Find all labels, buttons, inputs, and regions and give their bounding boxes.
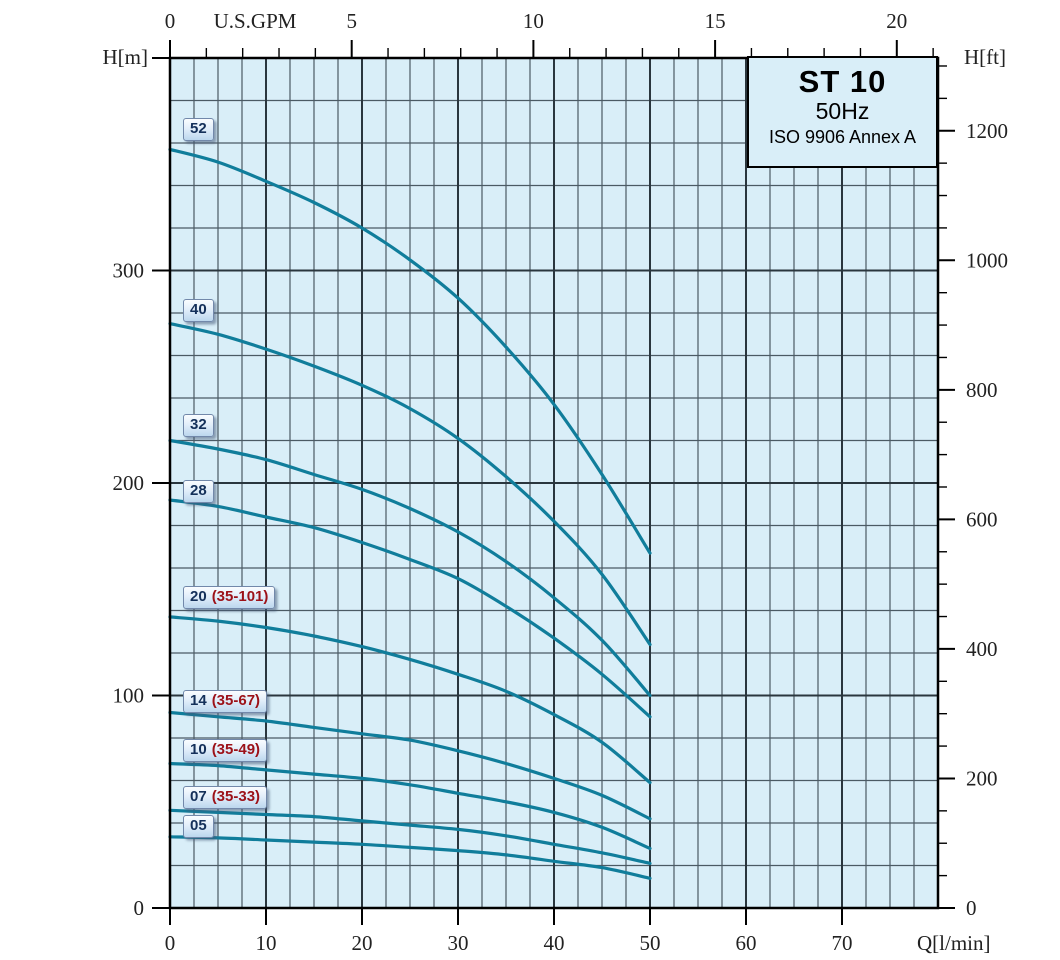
curve-label-28: 28 <box>183 479 214 503</box>
pump-curve-05 <box>168 835 652 880</box>
bottom-tick-label: 30 <box>448 931 469 955</box>
curve-label-07: 07 (35-33) <box>183 785 268 809</box>
curve-label-stages: 28 <box>190 481 207 499</box>
right-tick-label: 200 <box>966 766 998 790</box>
bottom-tick-label: 70 <box>832 931 853 955</box>
curve-label-range: (35-67) <box>211 691 261 709</box>
top-axis-title: U.S.GPM <box>214 9 297 33</box>
curve-label-stages: 05 <box>190 817 207 835</box>
curve-label-52: 52 <box>183 118 214 142</box>
curve-label-stages: 10 <box>190 740 207 758</box>
curve-label-05: 05 <box>183 815 214 839</box>
title-box: ST 10 50Hz ISO 9906 Annex A <box>747 56 938 168</box>
left-tick-label: 300 <box>113 259 145 283</box>
top-tick-label: 0 <box>165 9 176 33</box>
top-tick-label: 5 <box>346 9 357 33</box>
bottom-tick-label: 10 <box>256 931 277 955</box>
right-tick-label: 1200 <box>966 119 1008 143</box>
pump-curve-40 <box>168 322 652 647</box>
pump-curve-14 <box>168 710 652 821</box>
curve-label-20: 20 (35-101) <box>183 585 276 609</box>
bottom-tick-label: 40 <box>544 931 565 955</box>
pump-curve-52 <box>168 147 652 555</box>
left-tick-label: 100 <box>113 684 145 708</box>
right-tick-label: 800 <box>966 378 998 402</box>
pump-curve-10 <box>168 761 652 851</box>
curve-label-stages: 32 <box>190 415 207 433</box>
right-tick-label: 600 <box>966 507 998 531</box>
pump-frequency: 50Hz <box>815 98 870 124</box>
curve-label-10: 10 (35-49) <box>183 738 268 762</box>
curve-label-range: (35-101) <box>211 587 269 605</box>
right-tick-label: 1000 <box>966 248 1008 272</box>
curve-label-stages: 14 <box>190 691 207 709</box>
top-tick-label: 15 <box>705 9 726 33</box>
curve-label-stages: 07 <box>190 787 207 805</box>
curve-label-40: 40 <box>183 298 214 322</box>
bottom-tick-label: 60 <box>736 931 757 955</box>
curve-label-14: 14 (35-67) <box>183 689 268 713</box>
left-axis-title: H[m] <box>103 45 149 69</box>
test-standard: ISO 9906 Annex A <box>768 127 917 147</box>
right-tick-label: 400 <box>966 637 998 661</box>
top-tick-label: 20 <box>886 9 907 33</box>
curve-label-32: 32 <box>183 413 214 437</box>
curve-label-stages: 20 <box>190 587 207 605</box>
pump-curve-32 <box>168 438 652 698</box>
pump-curve-28 <box>168 498 652 719</box>
curve-label-range: (35-49) <box>211 740 261 758</box>
curve-label-stages: 52 <box>190 120 207 138</box>
pump-model: ST 10 <box>798 64 887 99</box>
pump-curve-07 <box>168 808 652 865</box>
curve-label-range: (35-33) <box>211 787 261 805</box>
top-tick-label: 10 <box>523 9 544 33</box>
left-tick-label: 0 <box>134 896 145 920</box>
bottom-axis-title: Q[l/min] <box>917 931 991 955</box>
bottom-tick-label: 50 <box>640 931 661 955</box>
right-axis-title: H[ft] <box>964 45 1006 69</box>
bottom-tick-label: 20 <box>352 931 373 955</box>
pump-curve-20 <box>168 615 652 785</box>
right-tick-label: 0 <box>966 896 977 920</box>
curve-label-stages: 40 <box>190 300 207 318</box>
bottom-tick-label: 0 <box>165 931 176 955</box>
left-tick-label: 200 <box>113 471 145 495</box>
